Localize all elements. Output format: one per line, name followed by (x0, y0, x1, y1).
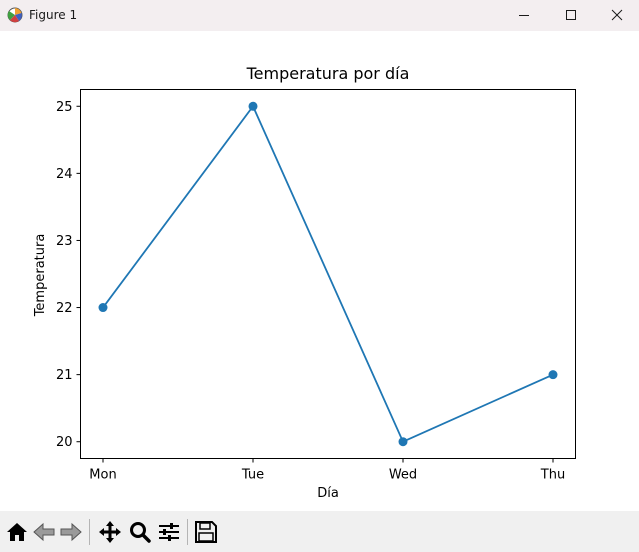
minimize-icon (519, 15, 529, 16)
line-chart: Temperatura por día 20 21 22 23 24 25 Mon Tue W… (33, 64, 576, 501)
pan-move-icon[interactable] (97, 519, 123, 545)
x-axis-label: Día (317, 486, 339, 501)
data-point-marker (248, 101, 258, 111)
y-tick-label: 24 (56, 167, 73, 182)
forward-arrow-icon[interactable] (58, 519, 84, 545)
window-title: Figure 1 (29, 8, 78, 22)
x-tick-label: Mon (89, 468, 116, 483)
maximize-button[interactable] (548, 0, 594, 31)
plot-frame (80, 89, 576, 459)
y-tick-label: 21 (56, 368, 73, 383)
x-tick-label: Wed (389, 468, 417, 483)
data-point-marker (398, 437, 408, 447)
y-tick-label: 20 (56, 435, 73, 450)
x-tick-label: Tue (241, 468, 264, 483)
y-tick-label: 23 (56, 234, 73, 249)
close-button[interactable] (594, 0, 639, 31)
navigation-toolbar (0, 511, 639, 552)
zoom-magnifier-icon[interactable] (127, 519, 153, 545)
chart-title: Temperatura por día (246, 64, 410, 83)
close-icon (611, 9, 623, 21)
toolbar-separator (89, 519, 90, 545)
y-axis-label: Temperatura (33, 234, 48, 318)
data-point-marker (548, 370, 558, 380)
matplotlib-app-icon (7, 7, 23, 23)
figure-canvas[interactable]: Temperatura por día 20 21 22 23 24 25 Mon Tue W… (0, 31, 639, 511)
toolbar-separator (187, 519, 188, 545)
data-point-marker (98, 303, 108, 313)
home-icon[interactable] (4, 519, 30, 545)
maximize-icon (566, 10, 576, 20)
window-titlebar: Figure 1 (0, 0, 639, 31)
back-arrow-icon[interactable] (31, 519, 57, 545)
minimize-button[interactable] (501, 0, 547, 31)
y-tick-label: 25 (56, 100, 73, 115)
y-tick-label: 22 (56, 301, 73, 316)
save-floppy-icon[interactable] (193, 519, 219, 545)
configure-subplots-icon[interactable] (156, 519, 182, 545)
x-tick-label: Thu (540, 468, 565, 483)
series-line (102, 104, 554, 443)
